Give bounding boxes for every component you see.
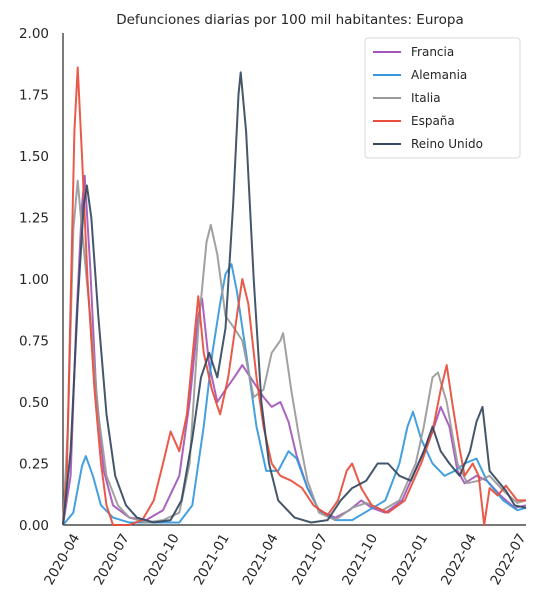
series-line-italia <box>62 179 527 526</box>
y-tick-label: 1.50 <box>19 149 49 165</box>
x-tick-label: 2022-01 <box>389 531 431 588</box>
y-tick-label: 2.00 <box>19 26 49 42</box>
x-tick-label: 2021-04 <box>240 531 282 588</box>
y-tick-label: 0.00 <box>19 518 49 534</box>
y-tick-label: 0.50 <box>19 395 49 411</box>
y-tick-label: 0.75 <box>19 334 49 350</box>
y-tick-label: 1.25 <box>19 211 49 227</box>
series-line-alemania <box>62 263 527 526</box>
y-tick-label: 1.75 <box>19 88 49 104</box>
legend-box <box>364 37 521 159</box>
chart-title: Defunciones diarias por 100 mil habitant… <box>116 12 464 28</box>
legend-label: Reino Unido <box>411 137 483 151</box>
legend-label: España <box>411 114 455 128</box>
legend: Francia Alemania Italia España Reino Unido <box>364 37 521 159</box>
x-tick-label: 2021-01 <box>191 531 233 588</box>
series-lines <box>62 66 527 526</box>
x-tick-label: 2021-07 <box>289 531 331 588</box>
x-tick-label: 2020-04 <box>41 531 83 588</box>
y-tick-label: 0.25 <box>19 457 49 473</box>
x-tick-label: 2022-04 <box>438 531 480 588</box>
series-line-reino-unido <box>62 71 527 526</box>
legend-label: Italia <box>411 91 441 105</box>
legend-label: Alemania <box>411 68 467 82</box>
x-tick-label: 2020-10 <box>141 531 183 588</box>
x-tick-label: 2021-10 <box>339 531 381 588</box>
x-tick-label: 2022-07 <box>487 531 529 588</box>
y-tick-label: 1.00 <box>19 272 49 288</box>
series-line-francia <box>62 174 527 526</box>
x-tick-label: 2020-07 <box>91 531 133 588</box>
legend-label: Francia <box>411 45 454 59</box>
